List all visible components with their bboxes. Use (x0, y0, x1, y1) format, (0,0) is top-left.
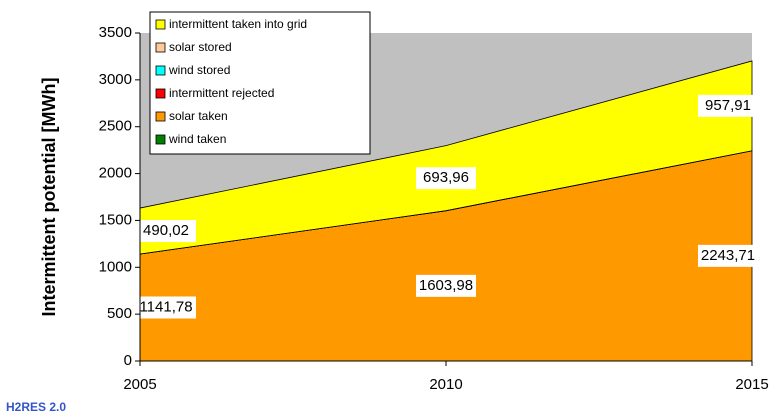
x-tick-label: 2010 (429, 376, 462, 393)
legend-swatch (155, 42, 166, 53)
value-label: 957,91 (705, 97, 751, 114)
y-axis-label: Intermittent potential [MWh] (39, 78, 59, 317)
value-label-box (416, 167, 476, 190)
legend-label: wind taken (168, 132, 226, 146)
value-label-box (136, 296, 196, 319)
legend-swatch (155, 65, 166, 76)
x-tick-label: 2005 (123, 376, 156, 393)
value-label: 490,02 (143, 222, 189, 239)
legend-box (149, 11, 371, 155)
y-tick-label: 3000 (99, 71, 132, 88)
legend-label: wind stored (168, 63, 230, 77)
value-label-box (698, 244, 758, 267)
y-tick-label: 2500 (99, 118, 132, 135)
logo: H2RES 2.0 (6, 400, 66, 414)
value-label-box (136, 220, 196, 243)
value-label-box (416, 274, 476, 297)
x-tick-label: 2015 (735, 376, 768, 393)
y-tick-label: 1000 (99, 258, 132, 275)
value-label: 2243,71 (701, 247, 755, 264)
legend-label: intermittent taken into grid (169, 17, 307, 31)
value-label-box (698, 94, 758, 117)
y-tick-label: 0 (124, 352, 132, 369)
y-tick-label: 3500 (99, 24, 132, 41)
y-tick-label: 2000 (99, 165, 132, 182)
legend-swatch (155, 111, 166, 122)
legend-label: intermittent rejected (169, 86, 274, 100)
y-tick-label: 1500 (99, 211, 132, 228)
value-label: 1603,98 (419, 277, 473, 294)
value-label: 1141,78 (139, 298, 192, 315)
legend-swatch (155, 88, 166, 99)
y-tick-label: 500 (107, 305, 132, 322)
legend-label: solar taken (169, 109, 228, 123)
legend-swatch (155, 19, 166, 30)
value-label: 693,96 (423, 169, 469, 186)
legend-swatch (155, 134, 166, 145)
legend-label: solar stored (169, 40, 232, 54)
